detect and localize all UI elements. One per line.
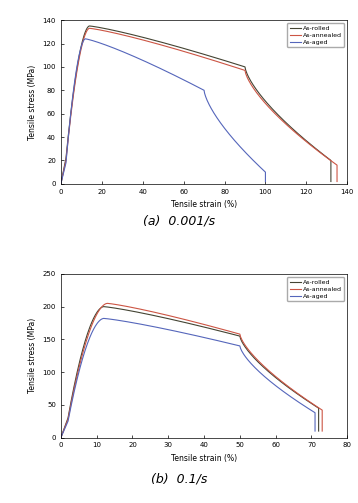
As-aged xyxy=(229,133,233,139)
As-aged xyxy=(263,179,267,185)
As-rolled xyxy=(143,311,147,317)
As-rolled xyxy=(68,402,73,408)
As-rolled xyxy=(66,139,70,145)
As-annealed xyxy=(68,402,73,408)
As-aged xyxy=(102,315,106,321)
As-annealed xyxy=(291,387,295,393)
As-aged xyxy=(68,406,73,412)
Legend: As-rolled, As-annealed, As-aged: As-rolled, As-annealed, As-aged xyxy=(287,277,344,301)
As-aged xyxy=(286,392,291,398)
Line: As-annealed: As-annealed xyxy=(61,303,322,438)
As-annealed xyxy=(59,181,63,187)
As-aged xyxy=(59,181,63,187)
As-annealed xyxy=(320,428,324,434)
As-annealed xyxy=(105,300,110,306)
As-rolled xyxy=(272,373,276,379)
As-aged xyxy=(65,145,69,151)
Text: (a)  0.001/s: (a) 0.001/s xyxy=(143,214,215,227)
As-annealed xyxy=(145,308,150,314)
As-annealed xyxy=(274,374,278,380)
As-rolled xyxy=(128,308,132,314)
As-rolled xyxy=(86,329,90,335)
As-rolled xyxy=(135,33,139,39)
As-rolled xyxy=(289,386,293,392)
X-axis label: Tensile strain (%): Tensile strain (%) xyxy=(171,200,237,209)
As-rolled xyxy=(117,29,121,35)
Line: As-aged: As-aged xyxy=(61,39,265,184)
Y-axis label: Tensile stress (MPa): Tensile stress (MPa) xyxy=(28,318,37,393)
As-rolled xyxy=(77,53,81,59)
As-rolled xyxy=(316,428,321,434)
As-rolled xyxy=(329,179,333,185)
Line: As-rolled: As-rolled xyxy=(61,307,319,438)
As-rolled xyxy=(280,116,285,122)
As-aged xyxy=(271,380,275,386)
As-aged xyxy=(83,36,88,42)
X-axis label: Tensile strain (%): Tensile strain (%) xyxy=(171,454,237,463)
As-aged xyxy=(128,319,132,325)
As-aged xyxy=(143,322,147,328)
As-annealed xyxy=(135,35,139,41)
As-rolled xyxy=(102,304,106,310)
As-annealed xyxy=(131,305,135,311)
As-aged xyxy=(75,64,79,70)
As-annealed xyxy=(77,55,81,61)
As-annealed xyxy=(283,120,287,126)
As-rolled xyxy=(299,133,303,139)
As-annealed xyxy=(88,327,92,333)
As-annealed xyxy=(87,25,92,31)
As-annealed xyxy=(303,137,307,143)
As-annealed xyxy=(66,142,70,148)
Line: As-annealed: As-annealed xyxy=(61,28,337,184)
As-rolled xyxy=(59,435,63,441)
As-aged xyxy=(106,43,110,49)
As-aged xyxy=(313,428,317,434)
Line: As-rolled: As-rolled xyxy=(61,26,331,184)
Legend: As-rolled, As-annealed, As-aged: As-rolled, As-annealed, As-aged xyxy=(287,23,344,47)
As-aged xyxy=(86,339,90,345)
Y-axis label: Tensile stress (MPa): Tensile stress (MPa) xyxy=(28,64,37,140)
As-rolled xyxy=(87,23,92,29)
As-annealed xyxy=(59,435,63,441)
As-rolled xyxy=(59,181,63,187)
As-aged xyxy=(59,435,63,441)
As-annealed xyxy=(117,31,121,37)
As-aged xyxy=(242,147,246,153)
As-annealed xyxy=(335,179,339,185)
Text: (b)  0.1/s: (b) 0.1/s xyxy=(151,473,207,486)
As-aged xyxy=(119,48,124,54)
Line: As-aged: As-aged xyxy=(61,318,315,438)
